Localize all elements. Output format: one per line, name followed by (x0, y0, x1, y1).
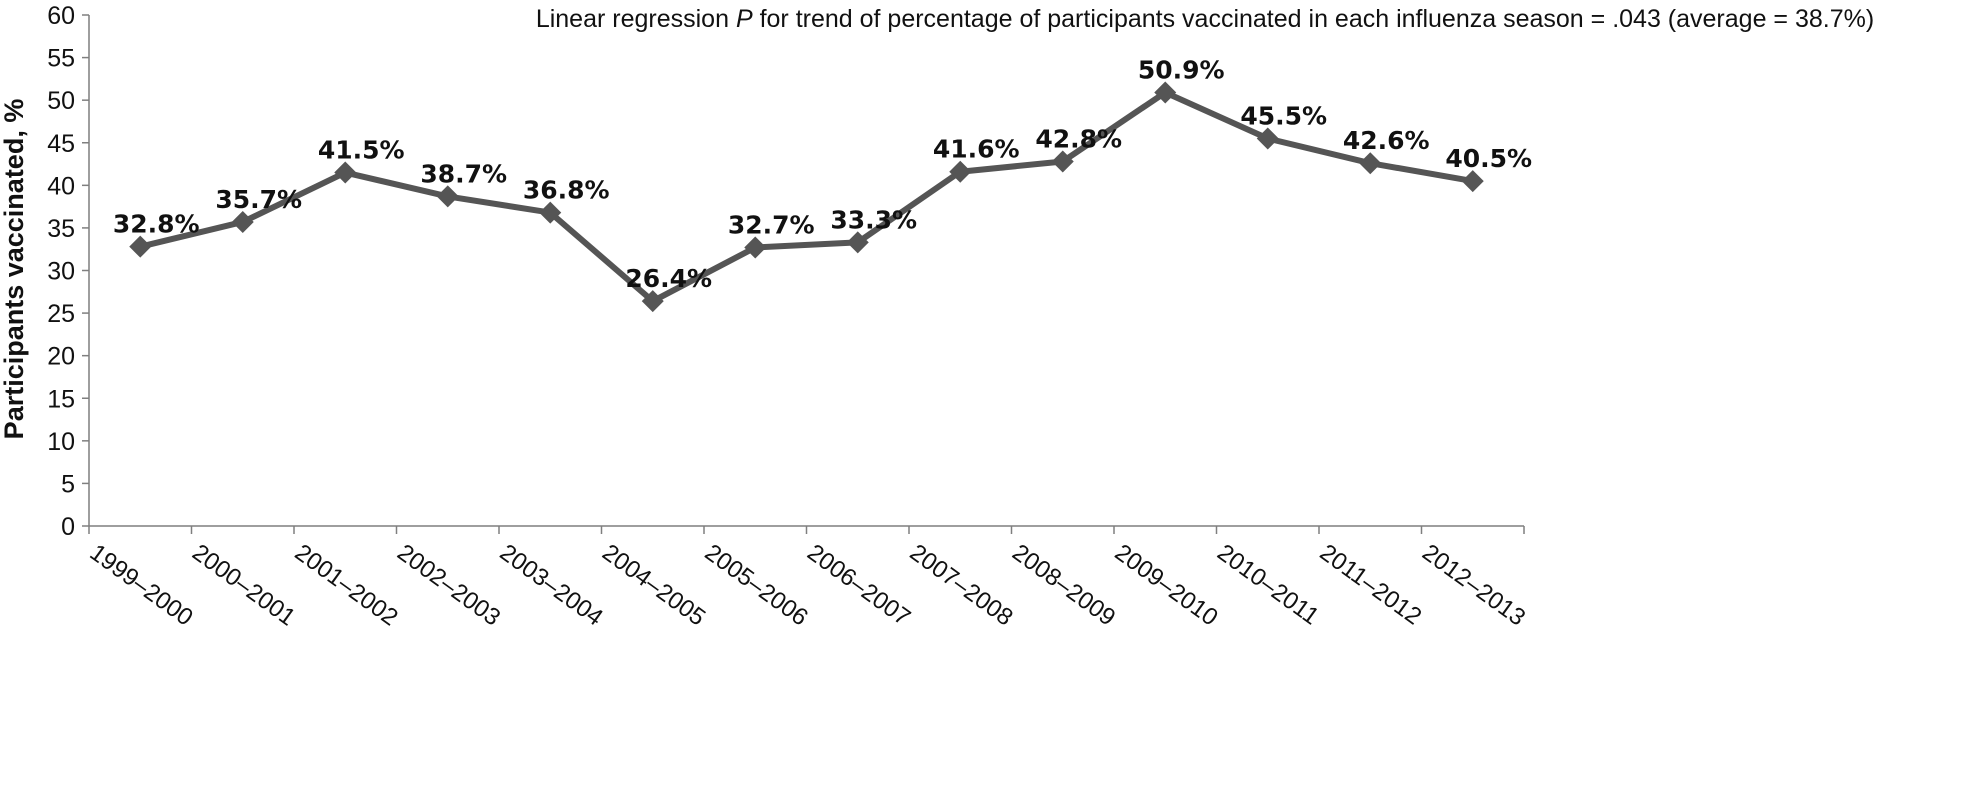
y-axis: 0 5 10 15 20 25 30 35 40 45 50 55 60 (47, 2, 90, 541)
data-label: 32.7% (728, 211, 815, 240)
data-point-marker (436, 185, 459, 208)
y-tick-label: 10 (47, 428, 75, 456)
x-axis: 1999–20002000–20012001–20022002–20032003… (85, 525, 1530, 631)
x-tick-label: 2005–2006 (700, 539, 813, 631)
data-point-marker (231, 210, 254, 233)
data-label: 41.5% (318, 136, 405, 165)
x-tick-label: 2006–2007 (802, 539, 915, 631)
data-point-marker (1359, 152, 1382, 175)
data-label: 26.4% (625, 264, 712, 293)
y-tick-label: 45 (47, 130, 75, 158)
y-tick-label: 30 (47, 258, 75, 286)
x-tick-label: 2001–2002 (290, 539, 403, 631)
data-label: 36.8% (523, 176, 610, 205)
y-tick-label: 25 (47, 300, 75, 328)
chart-annotation: Linear regression P for trend of percent… (536, 5, 1874, 33)
y-tick-label: 5 (61, 470, 75, 498)
x-tick-label: 2007–2008 (905, 539, 1018, 631)
x-tick-label: 2010–2011 (1212, 539, 1324, 630)
data-label: 35.7% (215, 185, 302, 214)
y-tick-label: 60 (47, 2, 75, 30)
data-point-marker (129, 235, 152, 258)
x-tick-label: 2011–2012 (1315, 539, 1427, 630)
data-point-marker (846, 231, 869, 254)
annotation-prefix: Linear regression (536, 5, 736, 33)
x-tick-label: 2012–2013 (1417, 539, 1530, 631)
series-group: 32.8% 35.7% 41.5% 38.7% 36.8% 26.4% 32.7% 33.3%… (113, 56, 1532, 313)
data-point-marker (1051, 150, 1074, 173)
data-point-marker (949, 160, 972, 183)
y-tick-label: 35 (47, 215, 75, 243)
data-point-marker (744, 236, 767, 259)
data-label: 40.5% (1445, 144, 1532, 173)
x-tick-label: 2009–2010 (1110, 539, 1223, 631)
data-label: 45.5% (1240, 101, 1327, 130)
data-point-marker (539, 201, 562, 224)
data-label: 50.9% (1138, 56, 1225, 85)
y-tick-label: 0 (61, 513, 75, 541)
y-tick-label: 40 (47, 172, 75, 200)
data-label: 32.8% (113, 210, 200, 239)
data-label: 33.3% (830, 205, 917, 234)
data-point-marker (334, 161, 357, 184)
series-line (139, 89, 1474, 305)
data-label: 41.6% (933, 135, 1020, 164)
x-tick-label: 2000–2001 (187, 539, 300, 631)
data-point-marker (1461, 170, 1484, 193)
data-label: 42.8% (1035, 124, 1122, 153)
data-point-marker (641, 290, 664, 313)
data-point-marker (1154, 81, 1177, 104)
y-tick-label: 55 (47, 45, 75, 73)
data-label: 42.6% (1343, 126, 1430, 155)
data-point-marker (1256, 127, 1279, 150)
y-tick-label: 50 (47, 87, 75, 115)
x-tick-label: 2003–2004 (495, 539, 608, 631)
annotation-suffix: for trend of percentage of participants … (753, 5, 1875, 33)
x-tick-label: 1999–2000 (85, 539, 198, 631)
data-label: 38.7% (420, 159, 507, 188)
x-tick-label: 2004–2005 (597, 539, 710, 631)
y-tick-label: 15 (47, 385, 75, 413)
annotation-p-symbol: P (736, 5, 753, 33)
x-tick-label: 2008–2009 (1007, 539, 1120, 631)
x-tick-label: 2002–2003 (392, 539, 505, 631)
y-axis-title: Participants vaccinated, % (0, 99, 29, 440)
y-tick-label: 20 (47, 343, 75, 371)
